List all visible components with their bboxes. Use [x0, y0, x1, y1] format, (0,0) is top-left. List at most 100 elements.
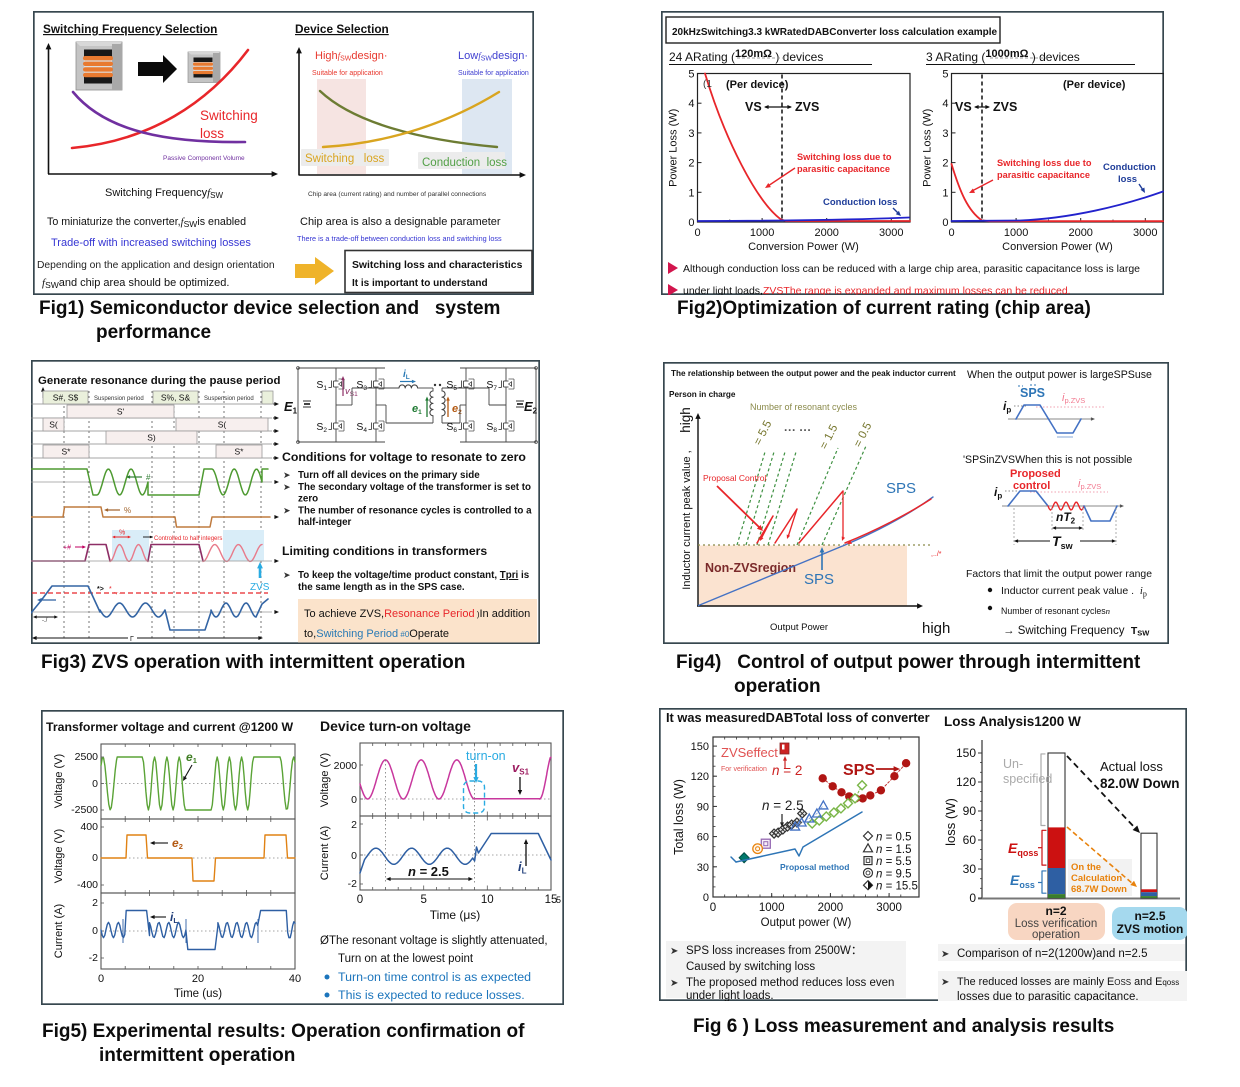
svg-text:120: 120 — [956, 775, 976, 789]
svg-text:vS1: vS1 — [345, 386, 358, 398]
svg-text:Proposal method: Proposal method — [780, 862, 849, 872]
svg-text:Voltage (V): Voltage (V) — [53, 829, 65, 883]
svg-text:n = 15.5: n = 15.5 — [876, 881, 918, 893]
svg-text:(1: (1 — [703, 79, 712, 90]
svg-text:Power Loss (W): Power Loss (W) — [922, 109, 934, 187]
svg-text:Switching loss due to: Switching loss due to — [997, 158, 1092, 168]
svg-text:Loss Analysis1200 W: Loss Analysis1200 W — [944, 714, 1081, 729]
svg-text:loss (W): loss (W) — [943, 798, 958, 846]
svg-text:0: 0 — [98, 973, 104, 985]
svg-text:400: 400 — [80, 821, 98, 833]
svg-text:Factors that limit the output: Factors that limit the output power rang… — [966, 569, 1152, 580]
svg-text:The proposed method reduces lo: The proposed method reduces loss even — [686, 977, 894, 989]
svg-text:0: 0 — [92, 852, 98, 864]
svg-text:-2: -2 — [89, 952, 98, 964]
svg-text:,../*: ,../* — [931, 551, 942, 558]
svg-text:ip: ip — [994, 485, 1002, 501]
svg-text:Un-: Un- — [1003, 757, 1023, 771]
svg-text:S*: S* — [62, 447, 72, 457]
svg-text:under light loads,ZVSThe range: under light loads,ZVSThe range is expand… — [683, 285, 1071, 295]
svg-text:2000: 2000 — [818, 902, 844, 914]
svg-text:0: 0 — [357, 894, 363, 906]
svg-text:0: 0 — [942, 217, 948, 229]
svg-text:n = 5.5: n = 5.5 — [876, 856, 912, 868]
svg-text:Time (us): Time (us) — [174, 988, 222, 1000]
svg-text:On the: On the — [1071, 862, 1101, 873]
svg-text:SPS: SPS — [843, 762, 875, 779]
svg-text:Suitable for application: Suitable for application — [458, 70, 529, 77]
svg-text:turn-on: turn-on — [466, 749, 506, 763]
svg-text:5: 5 — [420, 894, 426, 906]
svg-text:ZVS motion: ZVS motion — [1117, 922, 1184, 936]
svg-text:Eqoss: Eqoss — [1008, 840, 1038, 858]
svg-text:ip.ZVS: ip.ZVS — [1062, 392, 1085, 405]
svg-text:Person in charge: Person in charge — [669, 390, 736, 399]
svg-text:60: 60 — [697, 832, 709, 844]
svg-text:%: % — [124, 506, 131, 515]
svg-text:Turn on at the lowest point: Turn on at the lowest point — [338, 953, 474, 965]
svg-text:e1: e1 — [186, 750, 197, 765]
svg-text:S': S' — [117, 407, 125, 417]
svg-text:0: 0 — [351, 850, 357, 862]
svg-text:··· ···: ··· ··· — [784, 423, 811, 437]
svg-text:iL: iL — [403, 369, 410, 381]
svg-text:Inductor current peak value .: Inductor current peak value . ip — [1001, 585, 1147, 599]
svg-text:nT2: nT2 — [1056, 510, 1076, 526]
svg-text:Limiting conditions in transfo: Limiting conditions in transformers — [282, 544, 487, 558]
svg-text:➤: ➤ — [283, 570, 291, 580]
svg-text:SPS loss increases from 2500W：: SPS loss increases from 2500W： — [686, 945, 862, 957]
svg-text:120: 120 — [691, 771, 709, 783]
svg-text:There is a trade-off between c: There is a trade-off between conduction … — [297, 234, 502, 243]
svg-text:Non-ZVSregion: Non-ZVSregion — [705, 561, 796, 575]
svg-text:0: 0 — [948, 227, 954, 239]
svg-text:20: 20 — [192, 973, 204, 985]
svg-text:To miniaturize the converter,f: To miniaturize the converter,fSWis enabl… — [47, 216, 246, 229]
svg-text:Turn off all devices on the pr: Turn off all devices on the primary side — [298, 470, 480, 481]
svg-text:Transformer voltage and curren: Transformer voltage and current @1200 W — [46, 720, 293, 734]
svg-text:3000: 3000 — [876, 902, 902, 914]
svg-text:0: 0 — [694, 227, 700, 239]
svg-text:Controlled to half integers: Controlled to half integers — [154, 536, 222, 542]
svg-text:the same length as in the SPS: the same length as in the SPS case. — [298, 582, 465, 593]
svg-text:parasitic capacitance: parasitic capacitance — [997, 170, 1090, 180]
svg-text:Voltage (V): Voltage (V) — [319, 753, 331, 807]
svg-text:Switching Frequency Selection: Switching Frequency Selection — [43, 22, 217, 36]
svg-text:S2: S2 — [316, 421, 327, 434]
svg-text:68.7W Down: 68.7W Down — [1071, 884, 1127, 895]
svg-text:4: 4 — [688, 98, 694, 110]
svg-text:5: 5 — [688, 69, 694, 81]
svg-text:Trade-off with increased switc: Trade-off with increased switching losse… — [51, 237, 251, 249]
svg-text:n = 2.5: n = 2.5 — [408, 864, 449, 879]
svg-text:LowfSWdesign·: LowfSWdesign· — [458, 50, 528, 63]
svg-text:S#, S$: S#, S$ — [53, 393, 79, 403]
svg-text:E1: E1 — [284, 399, 298, 416]
svg-text:82.0W Down: 82.0W Down — [1100, 776, 1180, 791]
svg-text:Although conduction loss can b: Although conduction loss can be reduced … — [683, 263, 1140, 275]
svg-text:SPS: SPS — [804, 571, 834, 588]
svg-text:e2: e2 — [172, 836, 183, 851]
svg-text:Conversion Power (W): Conversion Power (W) — [748, 241, 859, 253]
svg-text:150: 150 — [956, 746, 976, 760]
svg-text:➤: ➤ — [670, 946, 678, 957]
svg-text:S4: S4 — [356, 421, 367, 434]
svg-text:-2500: -2500 — [71, 804, 98, 816]
svg-text:n = 1.5: n = 1.5 — [876, 844, 912, 856]
svg-text:60: 60 — [963, 833, 977, 847]
svg-text:n = 9.5: n = 9.5 — [876, 868, 912, 880]
svg-text:'SPSinZVSWhen this is not poss: 'SPSinZVSWhen this is not possible — [963, 454, 1132, 466]
svg-text:➤: ➤ — [670, 978, 678, 989]
svg-text:ZVS: ZVS — [993, 100, 1017, 114]
svg-text:S*: S* — [235, 447, 245, 457]
svg-text:4: 4 — [942, 98, 948, 110]
svg-text:S1: S1 — [316, 379, 327, 392]
svg-text:half-integer: half-integer — [298, 517, 352, 528]
svg-text:➤: ➤ — [283, 506, 291, 516]
svg-text:(Per device): (Per device) — [726, 79, 789, 91]
svg-text:The reduced losses are mainly: The reduced losses are mainly EOSS and E… — [957, 976, 1179, 988]
svg-text:To achieve ZVS,Resonance Perio: To achieve ZVS,Resonance Period )In addi… — [304, 608, 530, 620]
svg-text:VS: VS — [745, 100, 762, 114]
svg-text:Chip area is also a designable: Chip area is also a designable parameter — [300, 216, 501, 228]
svg-text:zero: zero — [298, 494, 318, 505]
svg-text:When the output power is large: When the output power is largeSPSuse — [967, 369, 1152, 381]
svg-text:Suitable for application: Suitable for application — [312, 70, 383, 77]
